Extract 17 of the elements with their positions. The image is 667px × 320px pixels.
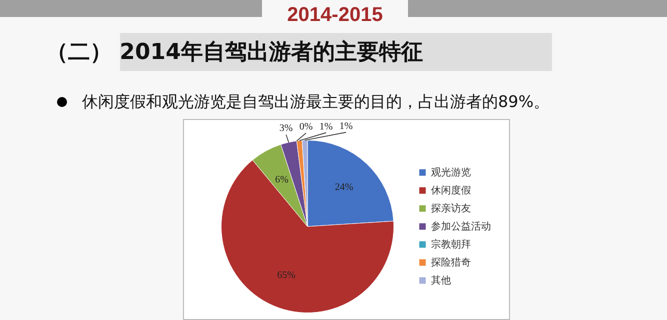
legend-label: 其他: [431, 274, 451, 286]
data-label: 1%: [339, 120, 353, 132]
legend-label: 探险猎奇: [431, 256, 471, 268]
text: 0%: [299, 122, 313, 133]
legend-label: 探亲访友: [431, 202, 471, 214]
data-label: 65%: [277, 270, 296, 282]
data-label: 6%: [275, 174, 288, 186]
text: 休闲度假和观光游览是自驾出游最主要的目的，占出游者的89%。: [82, 91, 550, 113]
legend-label: 参加公益活动: [431, 220, 491, 232]
data-label: 24%: [334, 182, 354, 194]
legend-label: 观光游览: [431, 166, 471, 178]
legend-label: 宗教朝拜: [431, 238, 471, 250]
data-label: 1%: [319, 121, 333, 132]
chart-subtitle: （二） 2014年自驾出游者的主要特征: [46, 38, 423, 67]
data-label: 3%: [279, 123, 293, 134]
chart-title: 2014-2015: [262, 0, 408, 30]
legend-label: 休闲度假: [431, 184, 471, 196]
